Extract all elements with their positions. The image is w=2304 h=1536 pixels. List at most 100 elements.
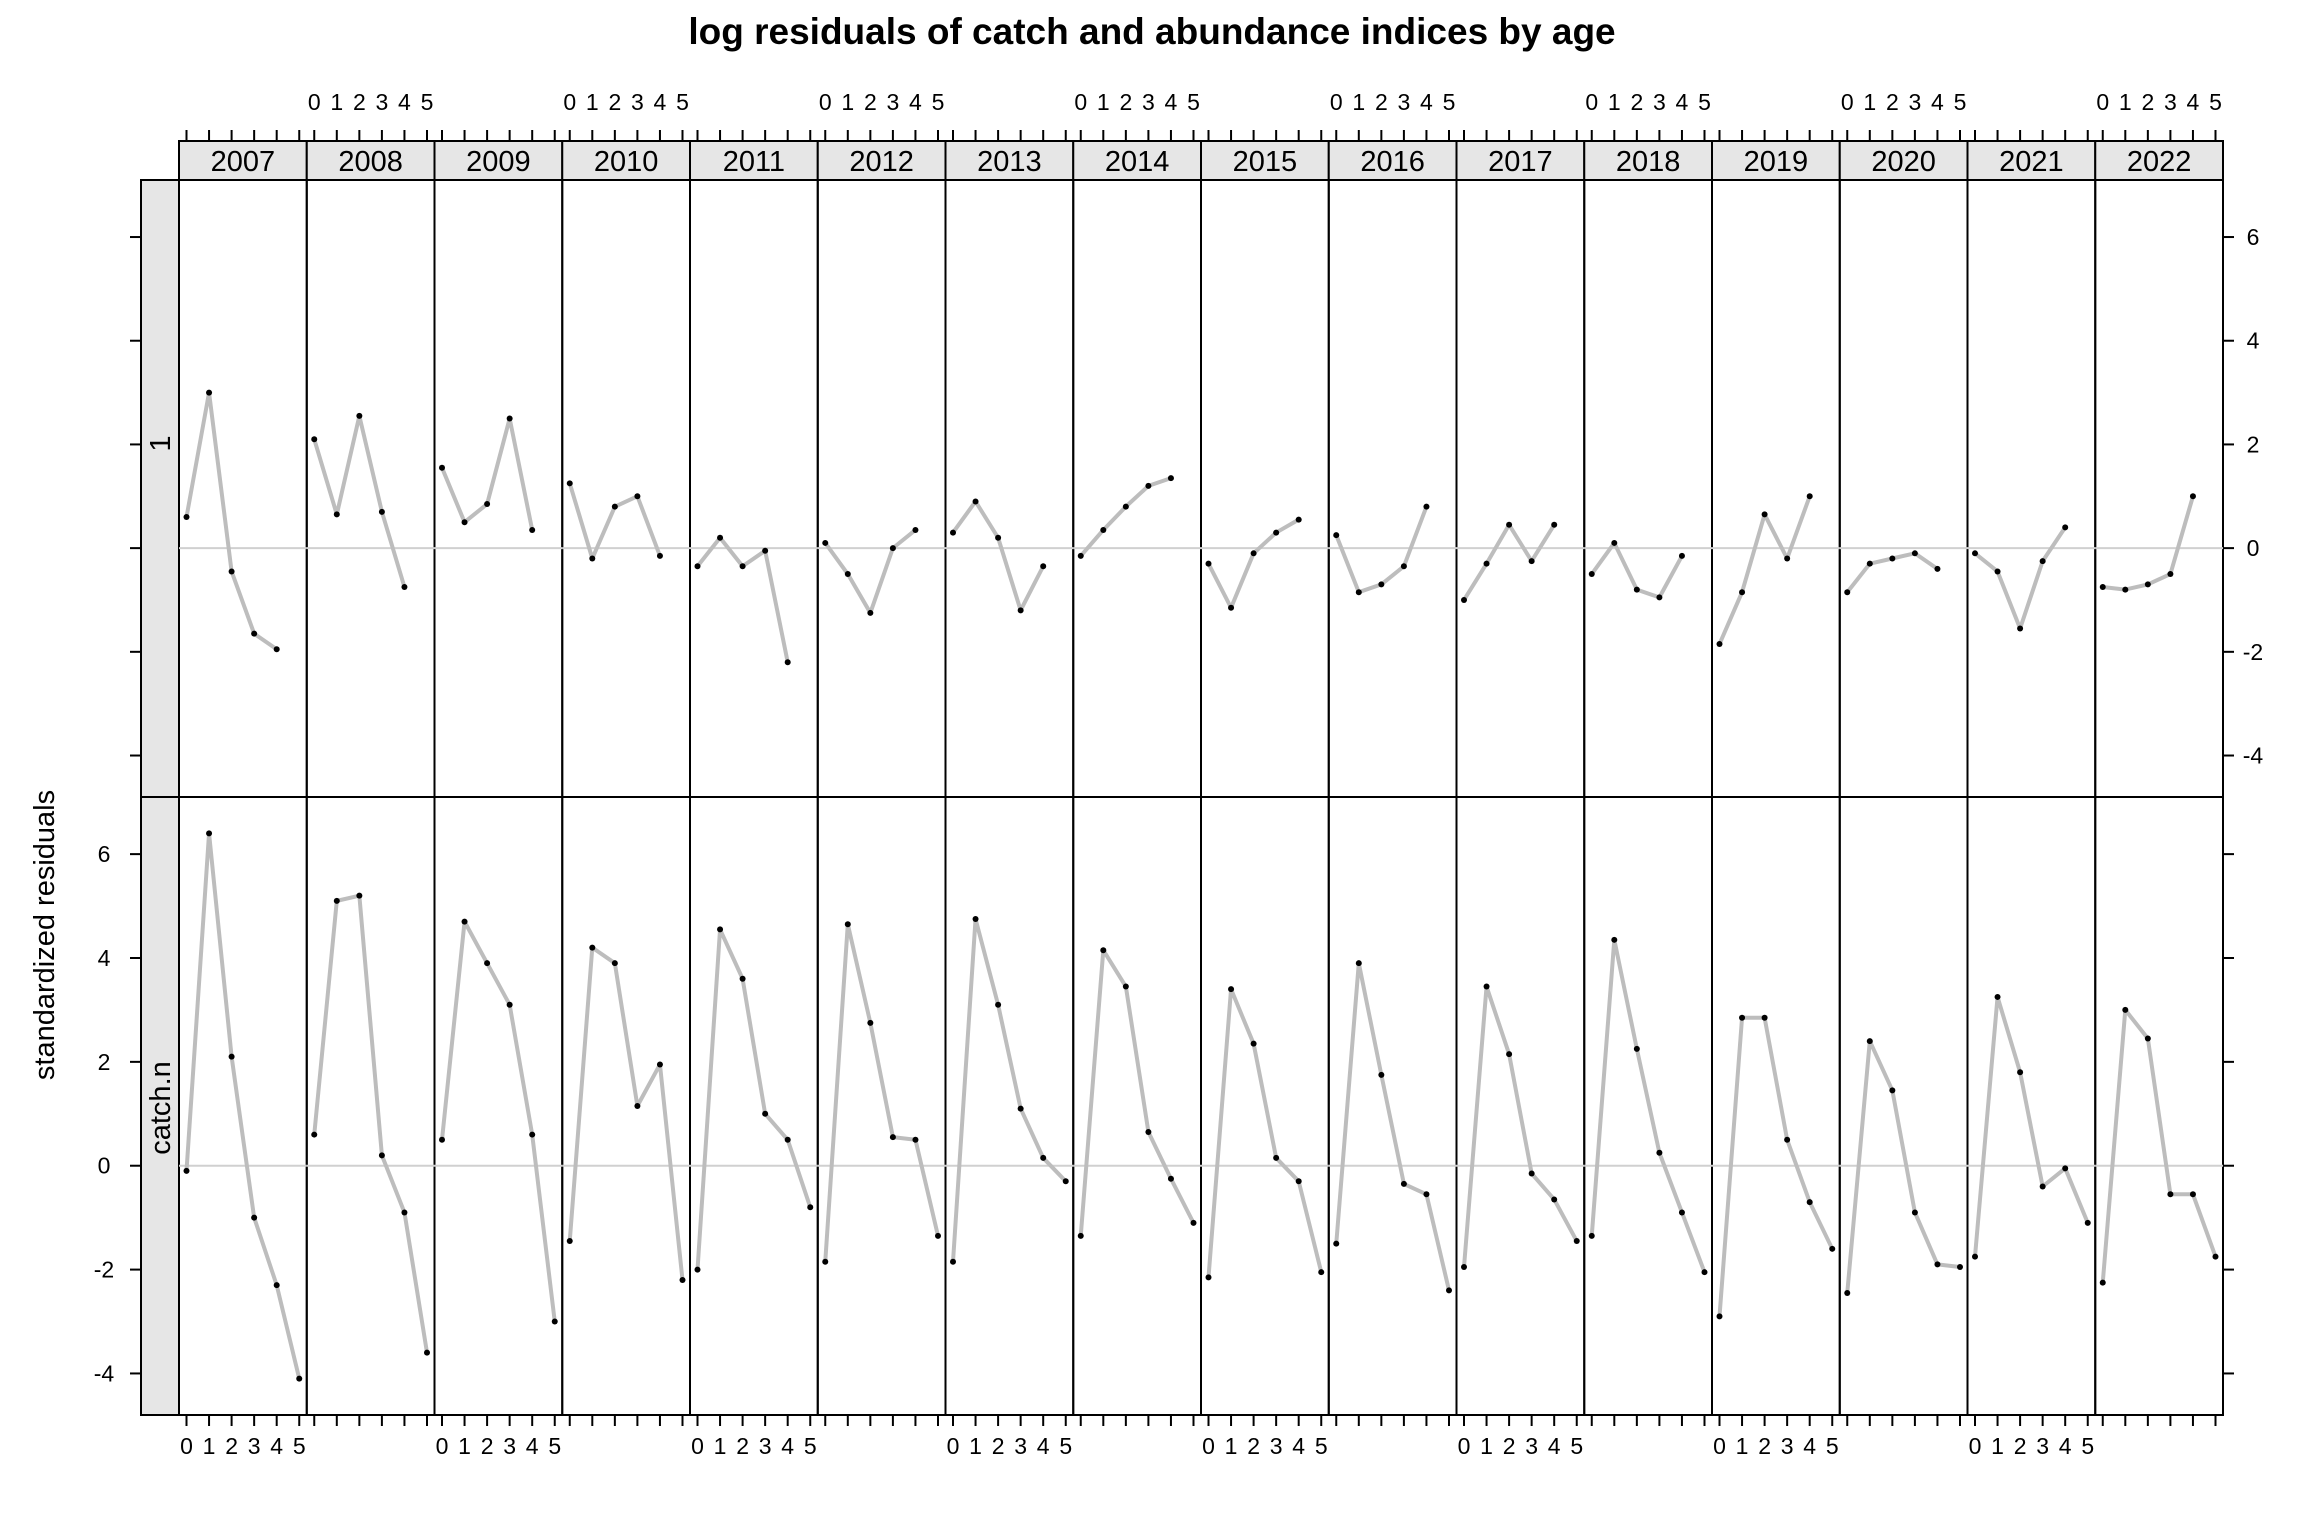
residual-point xyxy=(1573,1238,1580,1245)
x-tick-label: 0 xyxy=(436,1433,449,1459)
x-tick-label: 2 xyxy=(1375,89,1388,115)
residual-point xyxy=(484,960,491,967)
residual-point xyxy=(589,944,596,951)
residual-point xyxy=(950,529,956,536)
x-tick-label: 4 xyxy=(654,89,667,115)
residual-series-line xyxy=(1334,961,1451,1291)
x-tick-label: 4 xyxy=(1931,89,1944,115)
x-tick-label: 2 xyxy=(1630,89,1643,115)
residual-point xyxy=(1017,1105,1024,1112)
residual-point xyxy=(694,1266,701,1273)
residual-point xyxy=(717,534,724,541)
residual-point xyxy=(972,498,979,505)
year-strip-label: 2014 xyxy=(1105,146,1170,178)
x-tick-label: 4 xyxy=(1420,89,1433,115)
residual-point xyxy=(1040,563,1047,570)
x-tick-label: 5 xyxy=(1315,1433,1328,1459)
residual-point xyxy=(1633,1045,1640,1052)
residual-point xyxy=(566,480,573,487)
residual-point xyxy=(484,501,491,508)
panel-frame xyxy=(2094,796,2224,1416)
residual-point xyxy=(228,1053,235,1060)
x-tick-label: 4 xyxy=(1292,1433,1305,1459)
residual-point xyxy=(1483,983,1490,990)
residual-point xyxy=(1611,936,1618,943)
x-tick-label: 5 xyxy=(1698,89,1711,115)
x-tick-label: 4 xyxy=(398,89,411,115)
x-tick-label: 4 xyxy=(2059,1433,2072,1459)
panel-frame xyxy=(944,179,1075,798)
residual-point xyxy=(461,519,468,526)
residual-point xyxy=(972,916,979,923)
panel-frame xyxy=(1711,179,1841,798)
residual-point xyxy=(273,646,280,653)
residual-point xyxy=(311,436,318,443)
year-strip xyxy=(816,140,947,181)
residual-point xyxy=(401,1209,408,1216)
residual-point xyxy=(1295,1178,1302,1185)
residual-point xyxy=(634,493,641,500)
year-strip xyxy=(2094,140,2224,181)
residual-point xyxy=(1205,560,1212,567)
x-tick-label: 3 xyxy=(1398,89,1411,115)
residual-series-line xyxy=(440,416,535,531)
x-tick-label: 4 xyxy=(909,89,922,115)
year-strip-label: 2015 xyxy=(1233,146,1298,178)
residual-point xyxy=(2167,571,2174,578)
residual-point xyxy=(694,563,701,570)
residual-point xyxy=(1145,482,1152,489)
residual-point xyxy=(1678,1209,1685,1216)
x-tick-label: 0 xyxy=(1713,1433,1726,1459)
residual-point xyxy=(311,1131,318,1138)
panel-frame xyxy=(689,179,819,798)
chart-title: log residuals of catch and abundance ind… xyxy=(688,11,1615,52)
panel-frame xyxy=(1838,796,1969,1416)
x-tick-label: 0 xyxy=(1330,89,1343,115)
residual-point xyxy=(1957,1263,1963,1270)
x-tick-label: 2 xyxy=(1758,1433,1771,1459)
x-tick-label: 2 xyxy=(864,89,877,115)
residual-series-line xyxy=(1079,476,1172,558)
residual-point xyxy=(1844,589,1851,596)
residual-point xyxy=(2212,1253,2219,1260)
panel-frames: 2007 2008 2009 2010 2011 2012 2013 2014 2015 2016… xyxy=(140,140,2224,1416)
year-strip-label: 2017 xyxy=(1488,146,1553,178)
x-tick-label: 2 xyxy=(1247,1433,1260,1459)
year-strip-label: 2008 xyxy=(338,146,403,178)
x-tick-label: 1 xyxy=(1480,1433,1493,1459)
panel-frame xyxy=(178,179,308,798)
panel-frame xyxy=(561,179,691,798)
residual-point xyxy=(551,1318,558,1325)
x-tick-label: 1 xyxy=(969,1433,982,1459)
residual-series-line xyxy=(184,831,302,1380)
residual-series-line xyxy=(567,945,685,1281)
residual-point xyxy=(1100,526,1107,533)
residual-point xyxy=(1806,493,1813,500)
residual-point xyxy=(2189,1191,2196,1198)
residual-point xyxy=(762,547,769,554)
year-strip-label: 2009 xyxy=(466,146,531,178)
x-tick-label: 0 xyxy=(691,1433,704,1459)
y-tick-label: 6 xyxy=(98,841,111,867)
residual-point xyxy=(1972,550,1978,557)
x-tick-label: 3 xyxy=(2164,89,2177,115)
residual-point xyxy=(1318,1269,1325,1276)
residual-point xyxy=(1528,1170,1535,1177)
residual-series-line xyxy=(1717,495,1812,645)
residual-point xyxy=(784,1136,791,1143)
panel-frame xyxy=(1583,179,1713,798)
residual-point xyxy=(296,1375,303,1382)
x-tick-label: 1 xyxy=(203,1433,216,1459)
x-tick-label: 3 xyxy=(376,89,389,115)
residual-series-line xyxy=(440,919,557,1322)
residual-point xyxy=(950,1258,956,1265)
residual-point xyxy=(1040,1154,1047,1161)
residual-point xyxy=(995,1001,1002,1008)
year-strip xyxy=(1583,140,1713,181)
residual-point xyxy=(1678,552,1685,559)
residual-series-line xyxy=(2100,1007,2218,1283)
residual-point xyxy=(1506,1051,1513,1058)
year-strip xyxy=(1327,140,1458,181)
residual-point xyxy=(995,534,1002,541)
x-tick-label: 0 xyxy=(1585,89,1598,115)
